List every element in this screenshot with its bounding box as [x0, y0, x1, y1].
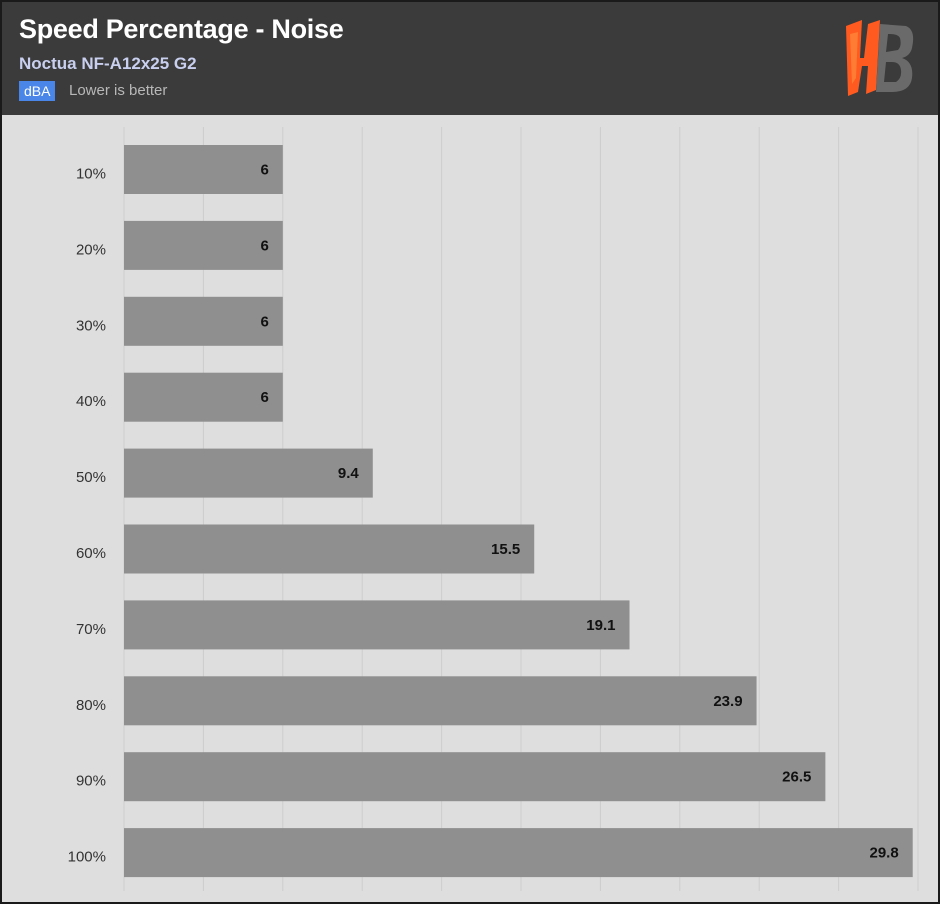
bar-60pct	[124, 524, 535, 574]
bar-50pct	[124, 448, 373, 498]
bar-70pct	[124, 600, 630, 650]
bar-40pct	[124, 372, 283, 422]
category-label: 10%	[76, 166, 106, 183]
chart-subtitle: Noctua NF-A12x25 G2	[19, 54, 197, 73]
bar-chart: 6 10% 6 20% 6 30% 6 40% 9.4 50% 15.5 60% 19.1 70% 23.9…	[68, 127, 919, 891]
category-label: 100%	[68, 849, 106, 866]
category-label: 50%	[76, 469, 106, 486]
bar-value-label: 23.9	[713, 693, 742, 710]
bar-value-label: 6	[260, 313, 268, 330]
bar-100pct	[124, 828, 913, 878]
bar-80pct	[124, 676, 757, 726]
bar-value-label: 15.5	[491, 541, 520, 558]
bar-value-label: 6	[260, 237, 268, 254]
bar-value-label: 9.4	[338, 465, 360, 482]
bar-value-label: 6	[260, 389, 268, 406]
category-label: 60%	[76, 545, 106, 562]
category-label: 70%	[76, 621, 106, 638]
bar-10pct	[124, 145, 283, 194]
bar-value-label: 29.8	[870, 845, 899, 862]
category-label: 20%	[76, 241, 106, 258]
bar-value-label: 19.1	[586, 617, 615, 634]
bar-value-label: 26.5	[782, 769, 811, 786]
category-label: 80%	[76, 697, 106, 714]
category-label: 90%	[76, 773, 106, 790]
category-label: 40%	[76, 393, 106, 410]
hb-logo-icon	[846, 20, 914, 96]
chart-header: Speed Percentage - Noise Noctua NF-A12x2…	[2, 2, 938, 115]
chart-title: Speed Percentage - Noise	[19, 14, 344, 44]
bar-value-label: 6	[260, 162, 268, 179]
category-label: 30%	[76, 317, 106, 334]
bar-30pct	[124, 296, 283, 346]
bars: 6 10% 6 20% 6 30% 6 40% 9.4 50% 15.5 60% 19.1 70% 23.9…	[68, 145, 913, 878]
bar-20pct	[124, 220, 283, 270]
unit-badge: dBA	[19, 81, 56, 101]
unit-note: Lower is better	[69, 82, 168, 99]
bar-90pct	[124, 752, 826, 802]
